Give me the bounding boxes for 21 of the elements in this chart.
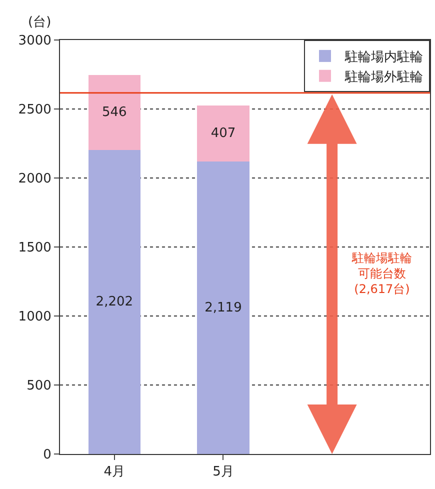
y-tick-label: 3000 — [18, 34, 52, 49]
y-tick-label: 1000 — [18, 310, 52, 325]
bar — [88, 150, 141, 454]
y-tick-label: 1500 — [18, 240, 52, 256]
y-tick-label: 0 — [43, 448, 52, 463]
y-tick-label: 2000 — [18, 172, 52, 187]
bar — [197, 162, 250, 454]
y-tick-label: 2500 — [18, 102, 52, 118]
y-axis-title: (台) — [28, 15, 52, 30]
x-tick-label: 4月 — [104, 464, 126, 480]
bar — [197, 105, 250, 162]
legend-label: 駐輪場外駐輪 — [344, 70, 423, 85]
bar — [88, 74, 141, 150]
ref-line-label: 駐輪場駐輪可能台数(2,617台) — [351, 251, 412, 296]
y-tick-label: 500 — [26, 378, 52, 394]
data-label: 546 — [102, 104, 127, 120]
data-label: 2,202 — [96, 294, 134, 310]
x-tick-label: 5月 — [212, 464, 234, 480]
data-label: 407 — [210, 126, 236, 141]
data-label: 2,119 — [204, 300, 242, 316]
legend-label: 駐輪場内駐輪 — [344, 50, 423, 66]
